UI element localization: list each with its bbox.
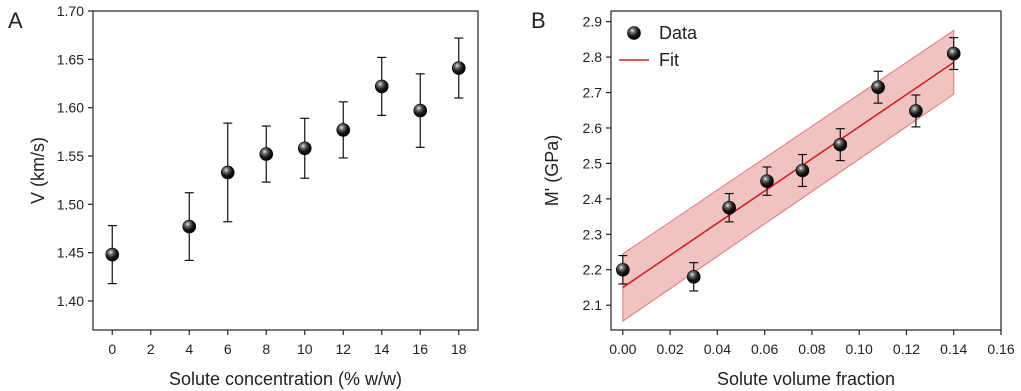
data-point [451, 61, 466, 75]
y-tick-label: 2.1 [583, 297, 603, 313]
x-tick-label: 8 [262, 341, 270, 357]
chart-panel-b: B 0.00 0.02 0.04 0.06 0.08 0.10 0.12 0.14 0.16 2.1… [531, 8, 1015, 389]
y-tick-label: 1.55 [57, 148, 84, 164]
y-tick-label: 2.4 [583, 191, 603, 207]
y-tick-label: 1.45 [57, 245, 84, 261]
y-tick-label: 2.9 [583, 14, 603, 30]
y-tick-label: 1.50 [57, 196, 84, 212]
panel-letter: A [8, 8, 23, 33]
x-tick-label: 10 [297, 341, 313, 357]
x-tick-label: 0 [108, 341, 116, 357]
x-tick-label: 0.06 [751, 341, 778, 357]
data-point [220, 165, 235, 180]
x-tick-label: 0.00 [609, 341, 636, 357]
legend-label: Fit [659, 50, 679, 70]
y-tick-label: 1.70 [57, 3, 84, 19]
y-tick-label: 2.6 [583, 120, 603, 136]
data-point [182, 219, 197, 234]
y-tick-label: 2.7 [583, 85, 603, 101]
y-tick-label: 2.3 [583, 226, 603, 242]
data-point [760, 174, 774, 188]
data-point [374, 79, 389, 94]
y-tick-label: 2.5 [583, 155, 603, 171]
legend-label: Data [659, 23, 698, 43]
y-tick-label: 1.60 [57, 100, 84, 116]
data-point [722, 200, 736, 215]
x-axis-title: Solute volume fraction [717, 369, 895, 389]
x-tick-label: 0.14 [940, 341, 967, 357]
data-point [105, 247, 120, 262]
fit-line [622, 61, 955, 289]
x-tick-label: 18 [451, 341, 467, 357]
data-point [297, 141, 312, 156]
x-axis-title: Solute concentration (% w/w) [169, 369, 402, 389]
plot-frame [92, 10, 479, 331]
data-point [795, 163, 810, 178]
plot-frame [610, 10, 1002, 331]
data-point [686, 270, 701, 284]
data-point [909, 104, 923, 118]
data-point [413, 103, 428, 118]
data-point [946, 46, 961, 61]
x-tick-label: 16 [412, 341, 428, 357]
data-point [259, 147, 274, 161]
y-axis-title: V (km/s) [28, 137, 48, 204]
data-point [616, 262, 630, 277]
x-tick-label: 4 [185, 341, 193, 357]
legend-marker-swatch [627, 26, 641, 40]
y-axis-title: M' (GPa) [542, 135, 562, 206]
data-point [336, 123, 351, 137]
legend: Data Fit [619, 23, 698, 70]
x-tick-label: 0.08 [798, 341, 825, 357]
y-tick-label: 2.2 [583, 262, 603, 278]
y-tick-label: 2.8 [583, 49, 603, 65]
x-tick-label: 0.02 [656, 341, 683, 357]
x-tick-label: 12 [335, 341, 351, 357]
x-tick-label: 6 [224, 341, 232, 357]
y-tick-label: 1.65 [57, 51, 84, 67]
panel-letter: B [531, 8, 546, 33]
data-point [871, 80, 885, 95]
x-tick-label: 2 [147, 341, 155, 357]
x-tick-label: 0.10 [846, 341, 873, 357]
x-tick-label: 0.16 [987, 341, 1014, 357]
y-tick-label: 1.40 [57, 293, 84, 309]
data-point [833, 137, 848, 152]
x-tick-label: 14 [374, 341, 390, 357]
x-tick-label: 0.12 [893, 341, 920, 357]
x-tick-label: 0.04 [704, 341, 731, 357]
chart-panel-a: A 0 2 4 6 8 10 12 14 16 18 1.40 1.45 1.50 1.55 1.60 1.65… [8, 3, 479, 389]
